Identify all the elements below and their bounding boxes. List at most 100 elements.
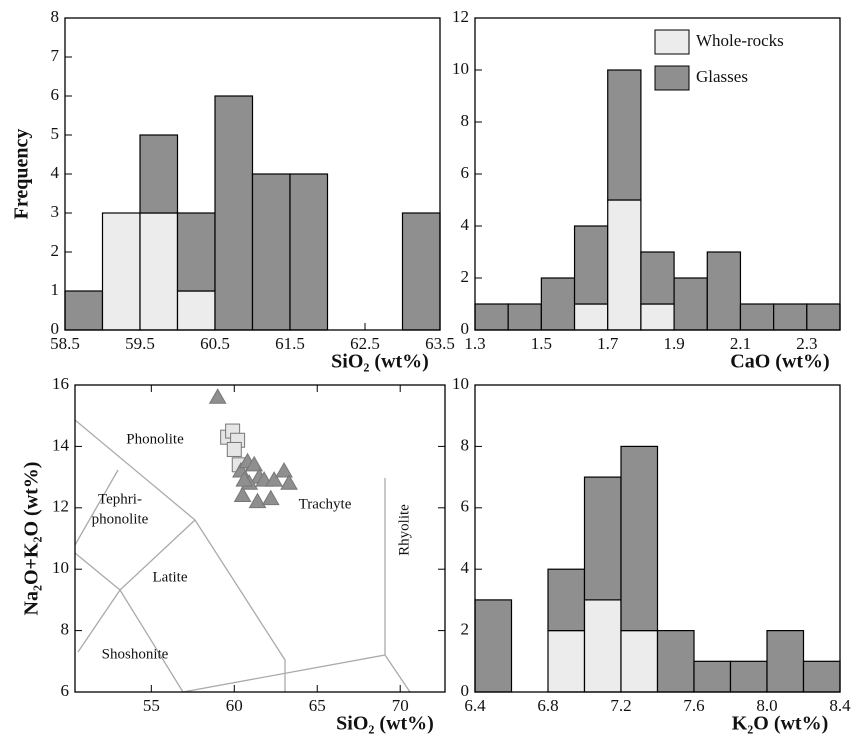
x-axis-label: K₂O (wt%) — [732, 713, 829, 735]
axes-frame — [64, 17, 441, 331]
y-tick-label: 4 — [51, 163, 60, 182]
bar — [640, 251, 675, 305]
point — [235, 471, 254, 487]
y-tick-label: 6 — [461, 497, 470, 516]
x-tick-label: 58.5 — [50, 334, 80, 353]
boundary — [119, 589, 184, 693]
bar — [620, 629, 659, 693]
bar — [251, 173, 291, 331]
legend-label: Whole-rocks — [696, 31, 784, 50]
x-tick-label: 8.0 — [756, 696, 777, 715]
point — [248, 492, 267, 509]
x-tick-label: 60.5 — [200, 334, 230, 353]
point — [280, 474, 298, 490]
bar — [706, 251, 742, 331]
x-tick-label: 8.4 — [829, 696, 851, 715]
x-tick-label: 65 — [309, 696, 326, 715]
x-tick-label: 6.8 — [537, 696, 558, 715]
bar — [64, 290, 104, 331]
x-tick-label: 63.5 — [425, 334, 455, 353]
axes-frame — [474, 384, 841, 693]
bar — [474, 599, 513, 693]
boundary — [74, 419, 196, 521]
x-tick-label: 1.5 — [531, 334, 552, 353]
field-label: Shoshonite — [102, 646, 169, 662]
bar — [540, 277, 576, 331]
x-tick-label: 6.4 — [464, 696, 486, 715]
bar — [101, 212, 141, 331]
y-axis-label: Frequency — [11, 129, 33, 220]
tas-field-boundaries — [74, 419, 411, 693]
legend-label: Glasses — [696, 67, 748, 86]
y-tick-label: 8 — [51, 7, 60, 26]
bar — [547, 568, 586, 632]
y-tick-label: 0 — [461, 319, 470, 338]
y-tick-label: 1 — [51, 280, 60, 299]
x-tick-label: 60 — [226, 696, 243, 715]
y-tick-label: 16 — [52, 374, 69, 393]
boundary — [77, 589, 121, 653]
y-tick-label: 3 — [51, 202, 60, 221]
boundary — [74, 469, 119, 546]
bar — [573, 225, 609, 305]
axes-frame — [474, 17, 841, 331]
x-tick-label: 1.3 — [464, 334, 485, 353]
bar — [474, 303, 509, 331]
x-tick-label: 7.2 — [610, 696, 631, 715]
x-axis-label: CaO (wt%) — [730, 351, 829, 373]
field-label: phonolite — [92, 511, 149, 527]
bar — [583, 599, 622, 693]
y-tick-label: 0 — [51, 319, 60, 338]
bar — [607, 69, 642, 201]
field-label: Rhyolite — [396, 504, 412, 556]
y-tick-label: 4 — [461, 215, 470, 234]
legend-swatch — [654, 29, 690, 55]
bar — [214, 95, 254, 331]
bar — [766, 629, 805, 693]
bar — [673, 277, 708, 331]
point — [233, 486, 252, 503]
bar — [507, 303, 542, 331]
point — [226, 441, 242, 457]
bar — [773, 303, 808, 331]
x-tick-label: 55 — [143, 696, 160, 715]
x-tick-label: 61.5 — [275, 334, 305, 353]
bar — [176, 212, 216, 292]
bar — [583, 476, 622, 601]
x-tick-label: 1.7 — [597, 334, 619, 353]
y-tick-label: 8 — [461, 435, 470, 454]
point — [245, 455, 264, 472]
y-tick-label: 6 — [61, 681, 70, 700]
y-tick-label: 10 — [452, 374, 469, 393]
x-tick-label: 2.1 — [730, 334, 751, 353]
y-tick-label: 6 — [461, 163, 470, 182]
x-tick-label: 70 — [392, 696, 409, 715]
legend-swatch — [654, 65, 690, 91]
y-tick-label: 10 — [52, 558, 69, 577]
y-tick-label: 8 — [461, 111, 470, 130]
y-tick-label: 2 — [461, 267, 470, 286]
bar — [607, 199, 642, 331]
bar — [401, 212, 441, 331]
bar — [802, 660, 841, 693]
bar — [139, 212, 179, 331]
point — [275, 461, 293, 478]
bar — [729, 660, 768, 693]
axes-frame — [74, 384, 446, 693]
x-tick-label: 59.5 — [125, 334, 155, 353]
y-tick-label: 12 — [452, 7, 469, 26]
point — [261, 489, 280, 506]
point — [265, 471, 283, 487]
bar — [656, 629, 695, 693]
x-tick-label: 62.5 — [350, 334, 380, 353]
y-tick-label: 14 — [52, 435, 70, 454]
y-tick-label: 4 — [461, 558, 470, 577]
bar — [620, 445, 659, 632]
bar — [289, 173, 329, 331]
field-label: Latite — [153, 569, 188, 585]
bar — [693, 660, 732, 693]
x-tick-label: 2.3 — [796, 334, 817, 353]
x-axis-label: SiO₂ (wt%) — [331, 351, 429, 373]
y-tick-label: 2 — [461, 620, 470, 639]
